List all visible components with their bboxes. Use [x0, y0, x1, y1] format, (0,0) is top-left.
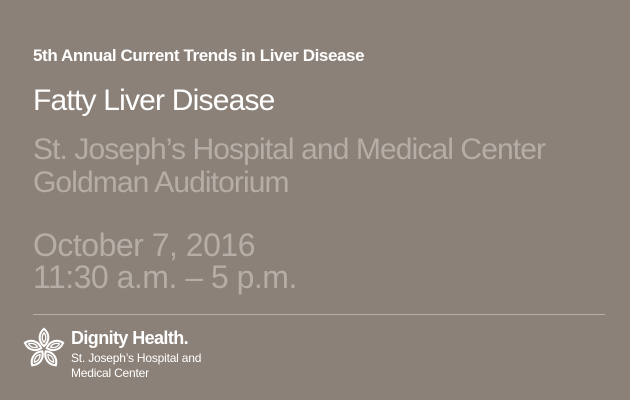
event-title: Fatty Liver Disease [33, 84, 275, 117]
venue-name: St. Joseph’s Hospital and Medical Center [33, 133, 546, 166]
event-datetime: October 7, 2016 11:30 a.m. – 5 p.m. [33, 229, 297, 293]
venue-room: Goldman Auditorium [33, 166, 290, 199]
brand-subtitle-line2: Medical Center [71, 366, 149, 380]
event-series: 5th Annual Current Trends in Liver Disea… [33, 46, 365, 65]
event-date: October 7, 2016 [33, 227, 255, 263]
dignity-health-flower-icon [22, 327, 66, 369]
brand-name: Dignity Health. [71, 328, 189, 348]
event-time: 11:30 a.m. – 5 p.m. [33, 259, 297, 295]
brand-subtitle-line1: St. Joseph’s Hospital and [71, 351, 202, 365]
brand-subtitle: St. Joseph’s Hospital and Medical Center [71, 351, 201, 381]
event-venue: St. Joseph’s Hospital and Medical Center… [33, 133, 546, 199]
brand-block: Dignity Health. St. Joseph’s Hospital an… [71, 328, 201, 381]
divider [33, 314, 605, 315]
